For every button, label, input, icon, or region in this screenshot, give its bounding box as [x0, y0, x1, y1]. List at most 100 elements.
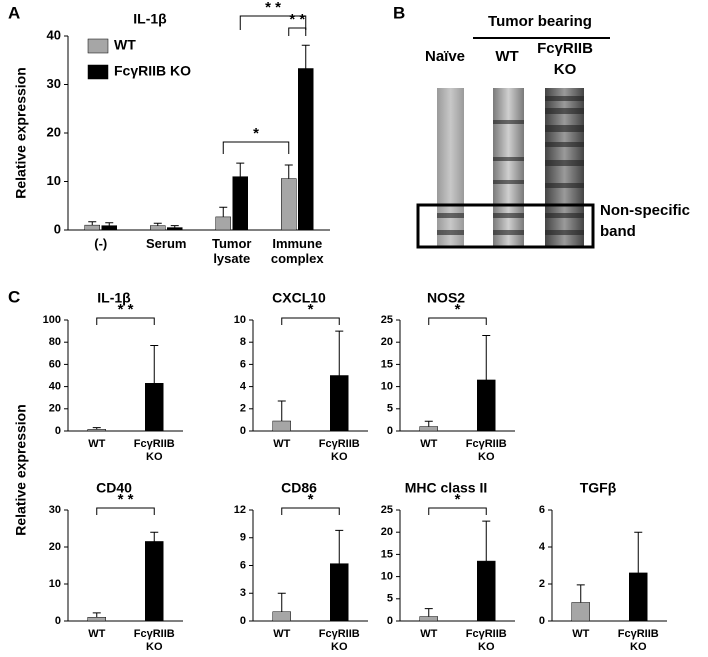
significance-bracket	[96, 507, 155, 515]
error-bar	[482, 520, 491, 562]
x-tick-label-box: FcγRIIB KO	[465, 628, 507, 653]
bar	[330, 563, 349, 622]
y-tick-label: 4	[240, 381, 247, 393]
y-tick-label: 20	[49, 403, 61, 415]
y-tick-label: 0	[387, 425, 393, 437]
x-tick-label-box: Tumor lysate	[212, 236, 252, 266]
x-tick-label-box: FcγRIIB KO	[319, 628, 360, 653]
error-bar	[277, 592, 286, 612]
bar	[84, 224, 100, 231]
x-tick-label-box: WT	[273, 438, 291, 450]
significance-bracket	[428, 507, 487, 515]
y-tick-label: 5	[387, 593, 393, 605]
chart-title: CXCL10	[272, 290, 326, 306]
x-tick-label-box: FcγRIIB KO	[134, 628, 175, 653]
bar	[419, 616, 438, 622]
error-bar	[424, 420, 433, 427]
bar	[629, 572, 648, 622]
legend-label: FcγRIIB KO	[114, 63, 191, 79]
bar	[298, 68, 314, 231]
x-tick-label: Tumor lysate	[212, 236, 252, 266]
y-tick-label: 25	[381, 504, 393, 516]
error-bar	[634, 531, 643, 573]
y-tick-label: 10	[381, 381, 393, 393]
error-bar	[92, 612, 101, 618]
x-tick-label-box: WT	[88, 438, 106, 450]
significance-label: * *	[289, 11, 305, 28]
y-tick-label: 80	[49, 336, 61, 348]
error-bar	[335, 330, 344, 376]
y-tick-label: 30	[49, 504, 61, 516]
chart-title: NOS2	[427, 290, 465, 306]
lane	[437, 88, 464, 246]
x-tick-label-box: FcγRIIB KO	[466, 438, 507, 463]
significance-bracket	[281, 507, 340, 515]
significance-bracket	[428, 317, 487, 325]
error-bar	[284, 164, 293, 179]
x-tick-label: WT	[273, 438, 291, 450]
error-bar	[424, 608, 433, 617]
bar	[272, 611, 291, 622]
y-tick-label: 6	[240, 358, 246, 370]
x-tick-label: FcγRIIB KO	[465, 628, 507, 653]
y-tick-label: 6	[240, 559, 246, 571]
y-tick-label: 10	[381, 571, 393, 583]
error-bar	[92, 427, 101, 430]
error-bar	[482, 335, 491, 380]
error-bar	[576, 584, 585, 603]
y-tick-label: 9	[240, 532, 246, 544]
y-tick-label: 0	[55, 425, 61, 437]
legend-label: WT	[114, 37, 136, 53]
x-tick-label: WT	[273, 628, 291, 640]
y-axis-label: Relative expression	[13, 404, 29, 536]
significance-label: *	[308, 301, 314, 318]
error-bar	[335, 529, 344, 564]
chart-title: CD86	[281, 480, 317, 496]
bar	[272, 420, 291, 432]
significance-bracket	[96, 317, 155, 325]
legend-swatch	[87, 64, 109, 80]
y-tick-label: 30	[47, 76, 61, 91]
y-tick-label: 2	[539, 578, 545, 590]
error-bar	[170, 225, 179, 228]
y-tick-label: 15	[381, 358, 393, 370]
error-bar	[301, 44, 310, 69]
legend-swatch	[87, 38, 109, 54]
box-label: Non-specific band	[600, 202, 691, 240]
x-tick-label-box: WT	[572, 628, 589, 640]
bar	[145, 541, 164, 622]
chart-title: TGFβ	[580, 480, 617, 496]
significance-label: *	[308, 491, 314, 508]
y-tick-label: 12	[234, 504, 246, 516]
x-tick-label: FcγRIIB KO	[617, 628, 659, 653]
lane-label: Naïve	[425, 48, 465, 65]
bar	[150, 225, 166, 231]
bar	[232, 176, 248, 231]
bar	[167, 227, 183, 231]
y-tick-label: 0	[54, 221, 61, 236]
bar	[281, 178, 297, 231]
x-tick-label-box: FcγRIIB KO	[134, 438, 175, 463]
significance-label: * *	[118, 301, 134, 318]
x-tick-label-box: (-)	[94, 236, 107, 251]
bar	[101, 225, 117, 231]
error-bar	[277, 400, 286, 422]
error-bar	[236, 162, 245, 177]
x-tick-label: WT	[88, 438, 106, 450]
chart-title: IL-1β	[97, 290, 131, 306]
y-tick-label: 0	[387, 615, 393, 627]
bar	[330, 375, 349, 432]
x-tick-label-box: WT	[273, 628, 291, 640]
y-tick-label: 25	[381, 314, 393, 326]
bands	[437, 96, 584, 235]
bar	[87, 429, 106, 432]
significance-bracket	[239, 15, 307, 30]
x-tick-label: Immune complex	[270, 236, 324, 266]
panel-label: A	[8, 3, 20, 22]
y-tick-label: 20	[47, 124, 61, 139]
y-tick-label: 15	[381, 548, 393, 560]
x-tick-label: FcγRIIB KO	[318, 438, 360, 463]
lane	[493, 88, 524, 246]
bar	[419, 426, 438, 432]
y-tick-label: 4	[539, 541, 546, 553]
